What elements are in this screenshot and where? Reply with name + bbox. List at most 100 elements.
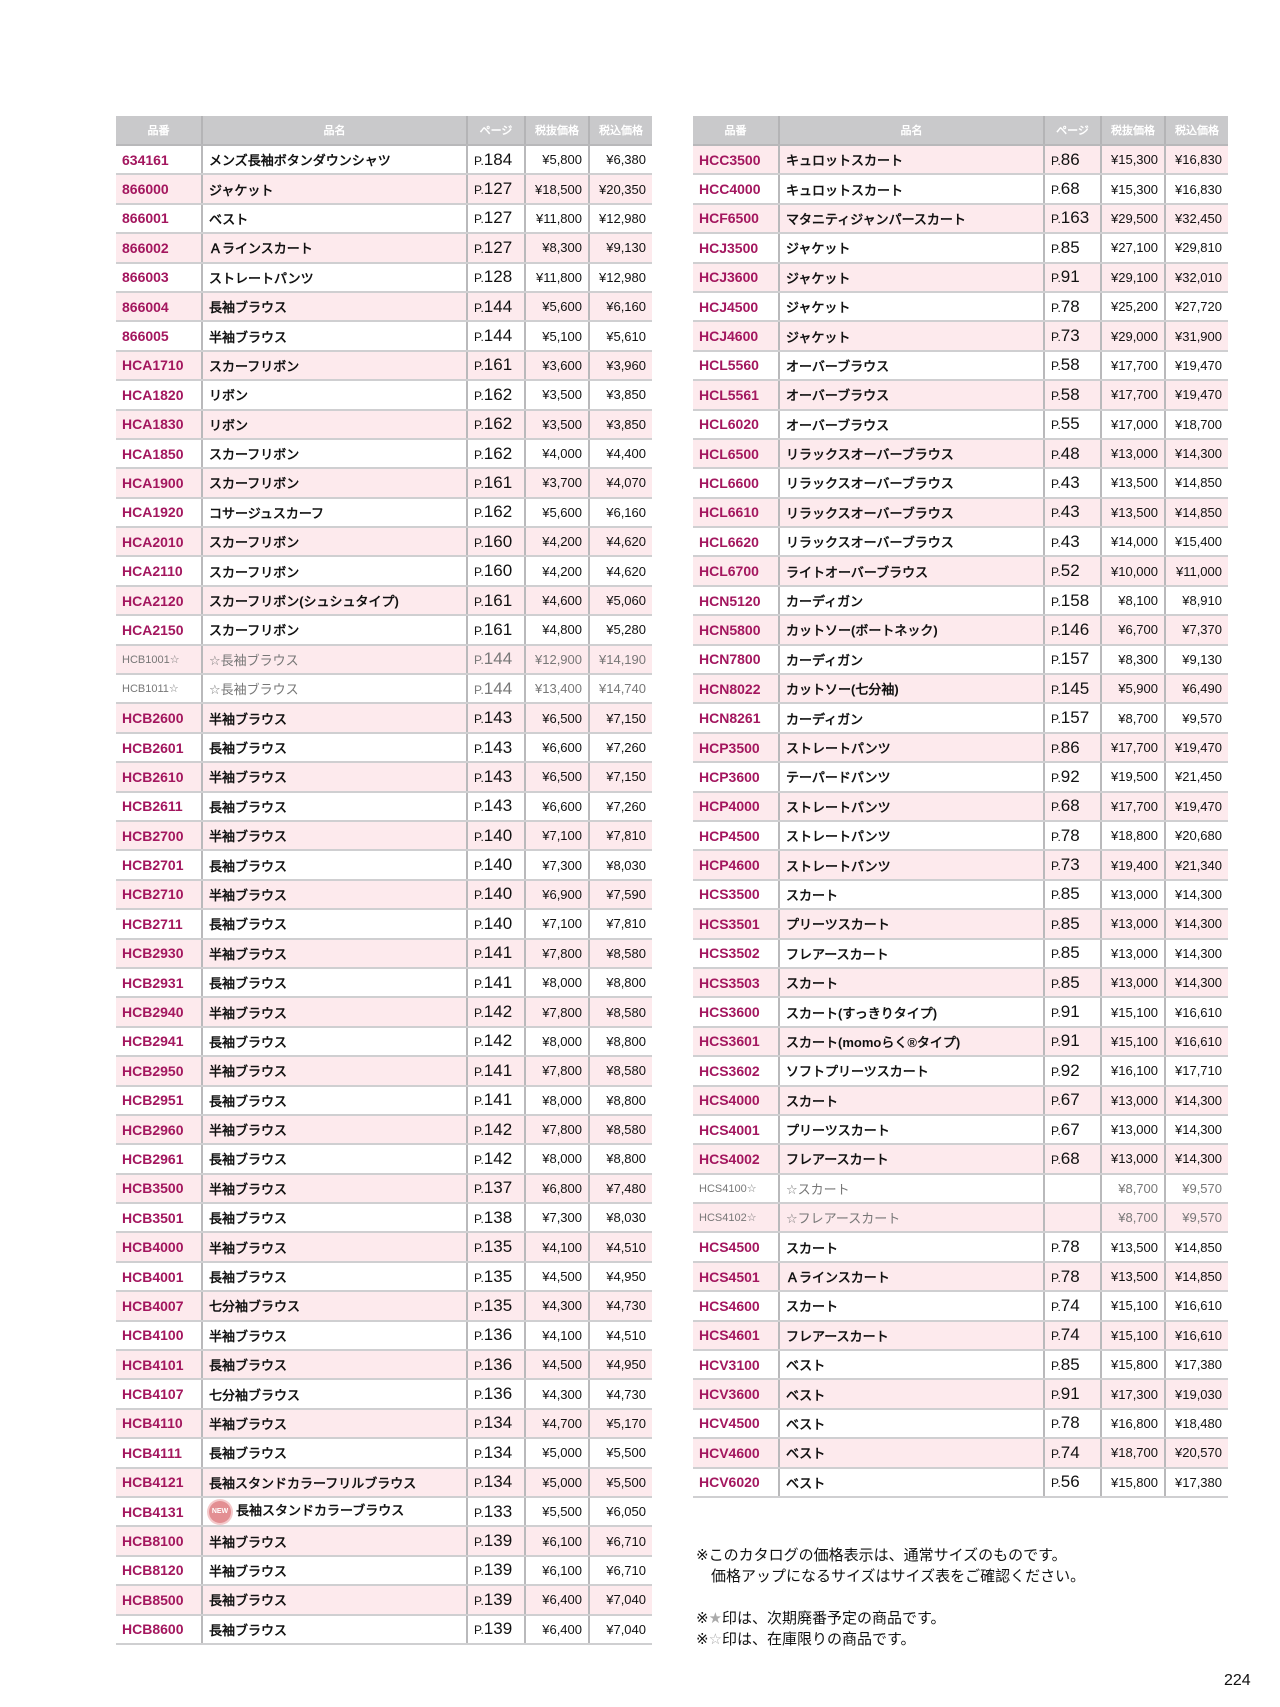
price-excl-tax: ¥14,000 [1100,527,1165,558]
product-code-text: HCS4500 [699,1239,760,1256]
page-prefix: P. [474,388,484,403]
product-name: 長袖ブラウス [201,1261,467,1293]
price-incl-tax-text: ¥20,680 [1175,828,1222,844]
table-row: HCB3500 半袖ブラウス P.137 ¥6,800 ¥7,480 [116,1173,652,1205]
page-prefix: P. [474,859,484,874]
product-name-text: スカーフリボン(シュシュタイプ) [209,594,399,610]
price-incl-tax: ¥8,800 [588,1026,652,1058]
product-name: オーバーブラウス [778,350,1044,382]
catalog-page: P.85 [1043,879,1101,911]
product-code-text: HCA1830 [122,416,184,433]
price-incl-tax-text: ¥5,500 [606,1474,646,1490]
product-code: HCN5800 [693,615,779,646]
product-name: コサージュスカーフ [201,497,467,529]
product-name: ストレートパンツ [778,732,1044,764]
price-excl-tax: ¥15,100 [1100,997,1165,1028]
catalog-page: P.78 [1043,820,1101,852]
page-prefix: P. [474,1329,484,1344]
price-excl-tax: ¥6,500 [524,703,589,734]
product-name-text: スカーフリボン [209,535,300,551]
price-incl-tax-text: ¥16,610 [1175,1298,1222,1314]
price-excl-tax-text: ¥13,000 [1111,886,1158,902]
product-name: キュロットスカート [778,174,1044,205]
product-code: HCP3600 [693,762,779,793]
price-incl-tax: ¥5,060 [588,585,652,617]
catalog-page: P.141 [466,1056,525,1087]
price-incl-tax-text: ¥17,380 [1175,1357,1222,1373]
catalog-page-text: 136 [483,1325,513,1345]
catalog-page: P.74 [1043,1438,1101,1469]
product-name-text: 長袖スタンドカラーブラウス [236,1503,405,1519]
price-incl-tax: ¥7,040 [588,1585,652,1616]
page-prefix: P. [474,418,484,433]
price-incl-tax-text: ¥27,720 [1175,299,1222,315]
price-incl-tax-text: ¥4,730 [606,1298,646,1314]
catalog-page: P.157 [1043,703,1101,734]
price-excl-tax: ¥4,500 [524,1350,589,1381]
product-code-text: HCB2610 [122,768,184,785]
product-code: HCB3500 [116,1173,202,1205]
product-name-text: 長袖ブラウス [209,1622,288,1638]
table-row: HCA2150 スカーフリボン P.161 ¥4,800 ¥5,280 [116,615,652,646]
price-excl-tax: ¥6,400 [524,1614,589,1645]
product-name: カーディガン [778,644,1044,676]
product-name-text: 半袖ブラウス [209,1416,288,1432]
page-prefix: P. [1051,682,1061,697]
catalog-page: P.146 [1043,615,1101,646]
product-code-text: HCS3500 [699,886,760,903]
product-name-text: カットソー(ボートネック) [786,623,938,639]
table-row: HCS4501 Ａラインスカート P.78 ¥13,500 ¥14,850 [693,1261,1228,1293]
price-incl-tax-text: ¥5,170 [606,1415,646,1431]
price-excl-tax: ¥4,600 [524,585,589,617]
price-excl-tax-text: ¥5,000 [542,1445,582,1461]
catalog-page: P.143 [466,732,525,764]
catalog-page: P.73 [1043,321,1101,352]
price-excl-tax: ¥13,400 [524,674,589,705]
price-incl-tax: ¥32,450 [1164,203,1228,235]
price-excl-tax-text: ¥4,200 [542,563,582,579]
product-code-text: HCA1920 [122,504,184,521]
price-excl-tax-text: ¥17,000 [1111,416,1158,432]
page-prefix: P. [474,712,484,727]
product-name: ストレートパンツ [778,850,1044,881]
catalog-page: P.161 [466,350,525,382]
product-code: HCN8022 [693,674,779,705]
price-incl-tax: ¥16,830 [1164,145,1228,176]
catalog-page: P.85 [1043,938,1101,969]
catalog-page: P.68 [1043,1144,1101,1175]
product-code: HCB2711 [116,909,202,940]
price-excl-tax: ¥7,100 [524,909,589,940]
product-code: HCA2010 [116,527,202,558]
header-code: 品番 [116,116,202,146]
price-excl-tax: ¥19,400 [1100,850,1165,881]
price-excl-tax: ¥18,500 [524,174,589,205]
price-excl-tax-text: ¥4,500 [542,1357,582,1373]
product-name: スカーフリボン(シュシュタイプ) [201,585,467,617]
product-code: HCC4000 [693,174,779,205]
price-excl-tax-text: ¥14,000 [1111,534,1158,550]
catalog-page: P.144 [466,644,525,676]
product-name-text: ジャケット [786,270,851,286]
header-price-incl-tax: 税込価格 [588,116,652,146]
price-incl-tax-text: ¥6,050 [606,1504,646,1520]
page-prefix: P. [1051,1152,1061,1167]
catalog-page-text: 52 [1060,561,1080,581]
product-code: HCS3501 [693,909,779,940]
page-prefix: P. [1051,741,1061,756]
product-code-text: HCC3500 [699,151,761,168]
catalog-page-text: 67 [1060,1090,1080,1110]
price-incl-tax-text: ¥4,070 [606,475,646,491]
catalog-page-text: 73 [1060,855,1080,875]
price-excl-tax-text: ¥17,300 [1111,1386,1158,1402]
catalog-page: P.141 [466,967,525,999]
price-incl-tax: ¥8,800 [588,1144,652,1175]
product-code-text: HCB2611 [122,798,183,815]
product-code: HCL6620 [693,527,779,558]
price-excl-tax: ¥6,100 [524,1555,589,1587]
catalog-page: P.134 [466,1467,525,1498]
catalog-page: P.86 [1043,732,1101,764]
price-excl-tax-text: ¥7,300 [542,857,582,873]
product-name: 長袖ブラウス [201,967,467,999]
price-incl-tax: ¥16,610 [1164,1291,1228,1322]
price-excl-tax-text: ¥18,800 [1111,828,1158,844]
